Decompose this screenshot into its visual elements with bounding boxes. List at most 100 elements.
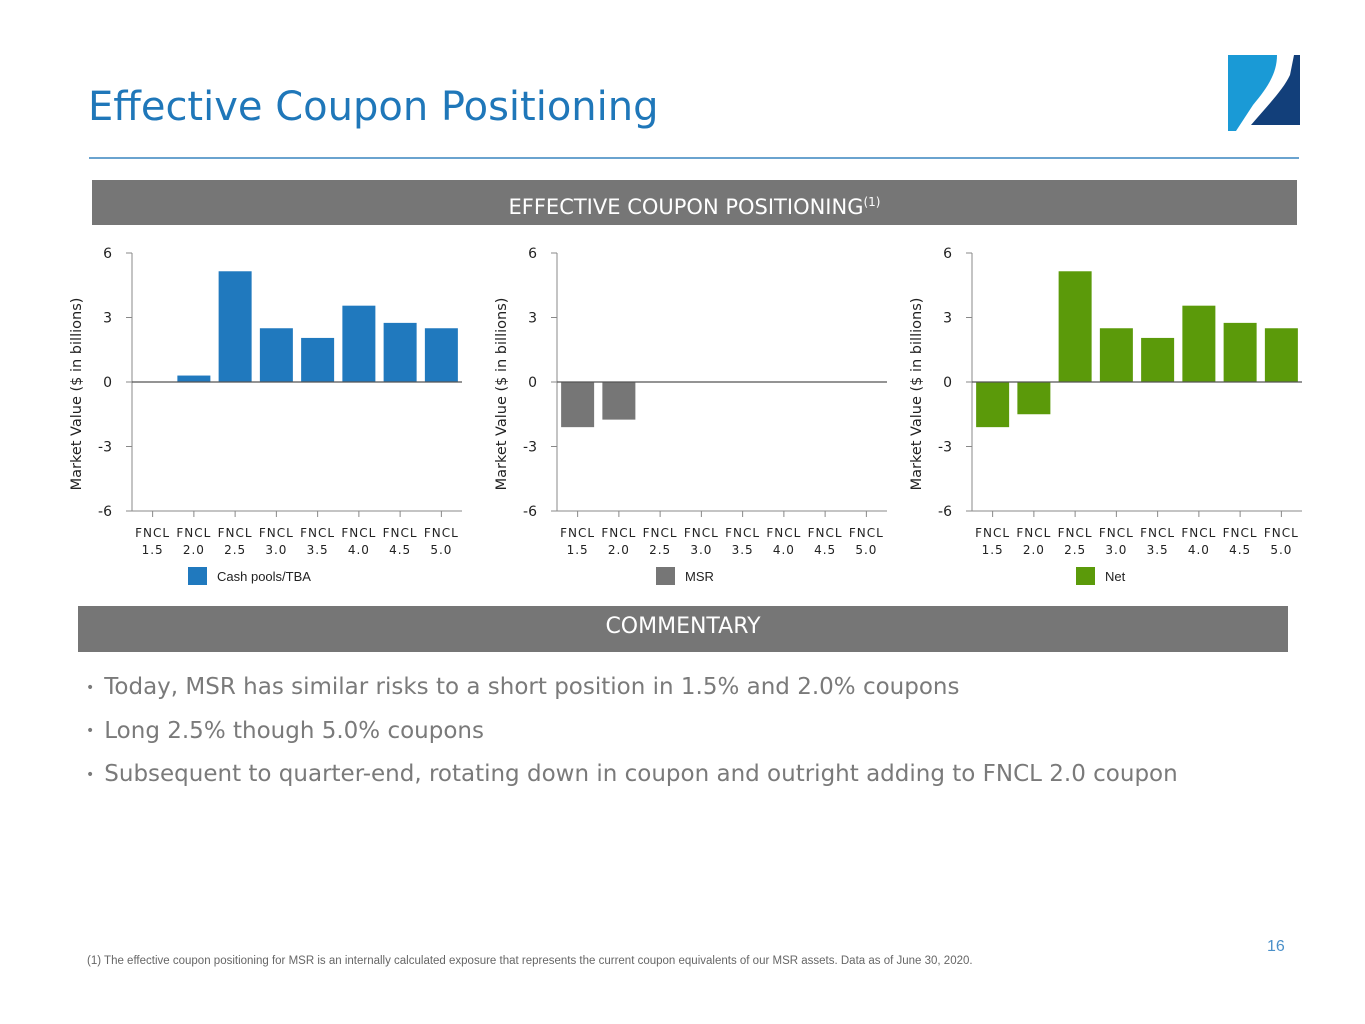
- x-tick-label: 4.5: [389, 543, 411, 557]
- legend-swatch: [188, 567, 207, 585]
- x-tick-label: 3.5: [307, 543, 329, 557]
- x-tick-label: 3.0: [265, 543, 287, 557]
- legend-label: Cash pools/TBA: [217, 569, 311, 584]
- x-tick-label: FNCL: [1099, 526, 1134, 540]
- x-tick-label: FNCL: [135, 526, 170, 540]
- bar: [1099, 328, 1133, 382]
- y-tick-label: -3: [938, 440, 952, 456]
- x-tick-label: 1.5: [142, 543, 164, 557]
- banner-footnote-ref: (1): [863, 195, 881, 209]
- x-tick-label: FNCL: [1264, 526, 1299, 540]
- x-tick-label: FNCL: [560, 526, 595, 540]
- y-tick-label: -6: [938, 504, 952, 520]
- x-tick-label: FNCL: [300, 526, 335, 540]
- x-tick-label: 4.5: [814, 543, 836, 557]
- commentary-banner: COMMENTARY: [78, 606, 1288, 652]
- bar: [424, 328, 458, 382]
- x-tick-label: 2.5: [649, 543, 671, 557]
- bullet-icon: •: [86, 723, 95, 739]
- legend-swatch: [656, 567, 675, 585]
- x-tick-label: FNCL: [1140, 526, 1175, 540]
- x-tick-label: 3.5: [1147, 543, 1169, 557]
- y-tick-label: 3: [943, 311, 952, 327]
- cash-pools-chart: Market Value ($ in billions) 6 3 0 -3 -6 FNCL 1…: [69, 246, 462, 585]
- legend-swatch: [1076, 567, 1095, 585]
- bar: [259, 328, 293, 382]
- x-tick-label: FNCL: [1223, 526, 1258, 540]
- x-tick-label: FNCL: [424, 526, 459, 540]
- x-tick-label: FNCL: [684, 526, 719, 540]
- bar: [177, 375, 211, 382]
- bar: [976, 382, 1010, 428]
- x-tick-label: 4.5: [1229, 543, 1251, 557]
- legend-label: Net: [1105, 569, 1126, 584]
- bar: [1223, 322, 1257, 382]
- bar: [1141, 337, 1175, 382]
- title-divider: [89, 157, 1299, 159]
- x-tick-label: FNCL: [1016, 526, 1051, 540]
- commentary-item: • Today, MSR has similar risks to a short…: [86, 672, 1178, 716]
- commentary-item: • Subsequent to quarter-end, rotating dow…: [86, 759, 1178, 803]
- y-tick-label: -6: [98, 504, 112, 520]
- net-chart: Market Value ($ in billions) 6 3 0 -3 -6 FNCL 1…: [909, 246, 1302, 585]
- x-tick-label: FNCL: [176, 526, 211, 540]
- x-tick-label: FNCL: [808, 526, 843, 540]
- company-logo: [1228, 55, 1300, 131]
- y-tick-label: -3: [98, 440, 112, 456]
- bullet-icon: •: [86, 679, 95, 696]
- commentary-list: • Today, MSR has similar risks to a short…: [86, 672, 1178, 803]
- msr-chart: Market Value ($ in billions) 6 3 0 -3 -6 FNCL 1…: [494, 246, 887, 585]
- bar: [383, 322, 417, 382]
- x-tick-label: FNCL: [766, 526, 801, 540]
- y-tick-label: 6: [528, 246, 537, 262]
- x-tick-label: FNCL: [725, 526, 760, 540]
- y-tick-label: 0: [103, 375, 112, 391]
- chart-section-banner: EFFECTIVE COUPON POSITIONING(1): [92, 180, 1297, 225]
- bar: [1017, 382, 1051, 415]
- commentary-text: Today, MSR has similar risks to a short …: [104, 674, 960, 700]
- banner-label: EFFECTIVE COUPON POSITIONING: [508, 195, 864, 219]
- x-tick-label: FNCL: [975, 526, 1010, 540]
- x-tick-label: FNCL: [1058, 526, 1093, 540]
- y-tick-label: 0: [943, 375, 952, 391]
- x-tick-label: 4.0: [1188, 543, 1210, 557]
- y-tick-label: -3: [523, 440, 537, 456]
- x-tick-label: 3.0: [690, 543, 712, 557]
- bar: [1264, 328, 1298, 382]
- bar: [218, 271, 252, 382]
- page-number: 16: [1267, 938, 1285, 955]
- x-tick-label: FNCL: [849, 526, 884, 540]
- x-tick-label: FNCL: [1181, 526, 1216, 540]
- x-tick-label: 4.0: [773, 543, 795, 557]
- y-axis-label: Market Value ($ in billions): [69, 298, 85, 491]
- x-tick-label: 4.0: [348, 543, 370, 557]
- x-tick-label: 2.0: [1023, 543, 1045, 557]
- y-axis-label: Market Value ($ in billions): [494, 298, 510, 491]
- commentary-text: Long 2.5% though 5.0% coupons: [104, 717, 484, 744]
- commentary-item: • Long 2.5% though 5.0% coupons: [86, 716, 1178, 760]
- bar: [1182, 305, 1216, 382]
- y-tick-label: 3: [528, 311, 537, 327]
- x-tick-label: 5.0: [855, 543, 877, 557]
- x-tick-label: 3.0: [1105, 543, 1127, 557]
- y-tick-label: -6: [523, 504, 537, 520]
- y-axis-label: Market Value ($ in billions): [909, 298, 925, 491]
- bar: [1058, 271, 1092, 382]
- x-tick-label: FNCL: [218, 526, 253, 540]
- x-tick-label: FNCL: [383, 526, 418, 540]
- x-tick-label: FNCL: [341, 526, 376, 540]
- y-tick-label: 6: [103, 246, 112, 262]
- x-tick-label: 5.0: [1270, 543, 1292, 557]
- x-tick-label: FNCL: [601, 526, 636, 540]
- y-tick-label: 6: [943, 246, 952, 262]
- x-tick-label: 2.0: [183, 543, 205, 557]
- bar: [342, 305, 376, 382]
- bar: [301, 337, 335, 382]
- x-tick-label: 3.5: [732, 543, 754, 557]
- bullet-icon: •: [86, 766, 95, 783]
- x-tick-label: 5.0: [430, 543, 452, 557]
- x-tick-label: 2.0: [608, 543, 630, 557]
- page-title: Effective Coupon Positioning: [88, 84, 659, 130]
- bar: [561, 382, 595, 428]
- bar: [602, 382, 636, 420]
